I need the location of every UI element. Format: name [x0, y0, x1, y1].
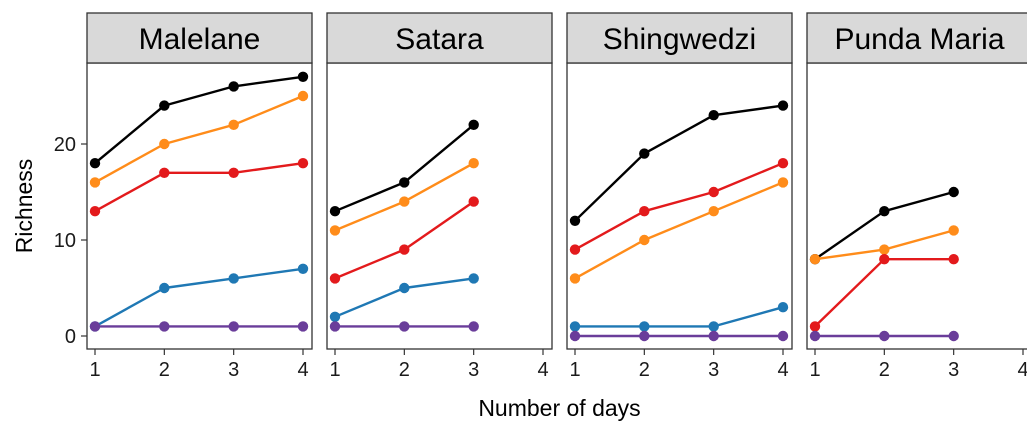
x-tick-label: 3 [948, 359, 959, 381]
data-point [229, 120, 239, 130]
data-point [159, 168, 169, 178]
data-point [298, 158, 308, 168]
data-point [570, 244, 580, 254]
data-point [879, 331, 889, 341]
data-point [949, 225, 959, 235]
x-tick-label: 1 [569, 359, 580, 381]
x-tick-label: 3 [708, 359, 719, 381]
data-point [570, 273, 580, 283]
data-point [709, 110, 719, 120]
data-point [159, 321, 169, 331]
data-point [949, 187, 959, 197]
data-point [949, 254, 959, 264]
data-point [399, 244, 409, 254]
data-point [639, 321, 649, 331]
panel-title: Punda Maria [834, 23, 1004, 56]
data-point [570, 331, 580, 341]
data-point [229, 273, 239, 283]
data-point [399, 177, 409, 187]
data-point [90, 321, 100, 331]
data-point [810, 254, 820, 264]
x-tick-label: 3 [468, 359, 479, 381]
data-point [570, 216, 580, 226]
x-tick-label: 1 [809, 359, 820, 381]
x-tick-label: 4 [1017, 359, 1027, 381]
data-point [399, 321, 409, 331]
data-point [229, 81, 239, 91]
data-point [399, 283, 409, 293]
data-point [330, 206, 340, 216]
panel-frame [807, 63, 1027, 349]
data-point [229, 321, 239, 331]
data-point [639, 148, 649, 158]
data-point [159, 283, 169, 293]
x-tick-label: 4 [297, 359, 308, 381]
data-point [778, 100, 788, 110]
x-tick-label: 2 [159, 359, 170, 381]
data-point [399, 196, 409, 206]
data-point [469, 196, 479, 206]
y-tick-label: 10 [54, 230, 76, 252]
data-point [90, 177, 100, 187]
panel-title: Satara [395, 23, 484, 56]
y-tick-label: 20 [54, 134, 76, 156]
y-tick-label: 0 [65, 326, 76, 348]
data-point [298, 91, 308, 101]
panel-title: Shingwedzi [603, 23, 756, 56]
data-point [949, 331, 959, 341]
x-axis-title: Number of days [478, 395, 640, 421]
data-point [469, 120, 479, 130]
panel-frame [567, 63, 792, 349]
data-point [90, 206, 100, 216]
panel-title: Malelane [139, 23, 261, 56]
x-tick-label: 2 [639, 359, 650, 381]
data-point [639, 235, 649, 245]
data-point [709, 206, 719, 216]
y-axis-title: Richness [11, 159, 37, 254]
data-point [879, 206, 889, 216]
data-point [330, 273, 340, 283]
data-point [778, 177, 788, 187]
data-point [778, 158, 788, 168]
x-tick-label: 2 [399, 359, 410, 381]
data-point [330, 321, 340, 331]
data-point [810, 321, 820, 331]
data-point [298, 321, 308, 331]
data-point [330, 312, 340, 322]
data-point [709, 187, 719, 197]
x-tick-label: 1 [329, 359, 340, 381]
data-point [298, 72, 308, 82]
data-point [709, 321, 719, 331]
data-point [570, 321, 580, 331]
data-point [778, 302, 788, 312]
data-point [469, 273, 479, 283]
data-point [469, 158, 479, 168]
data-point [298, 264, 308, 274]
x-tick-label: 1 [89, 359, 100, 381]
data-point [159, 139, 169, 149]
x-tick-label: 4 [777, 359, 788, 381]
data-point [810, 331, 820, 341]
data-point [778, 331, 788, 341]
data-point [879, 244, 889, 254]
data-point [639, 206, 649, 216]
data-point [469, 321, 479, 331]
data-point [90, 158, 100, 168]
data-point [159, 100, 169, 110]
data-point [709, 331, 719, 341]
x-tick-label: 4 [537, 359, 548, 381]
x-tick-label: 2 [879, 359, 890, 381]
data-point [639, 331, 649, 341]
data-point [330, 225, 340, 235]
x-tick-label: 3 [228, 359, 239, 381]
data-point [229, 168, 239, 178]
data-point [879, 254, 889, 264]
